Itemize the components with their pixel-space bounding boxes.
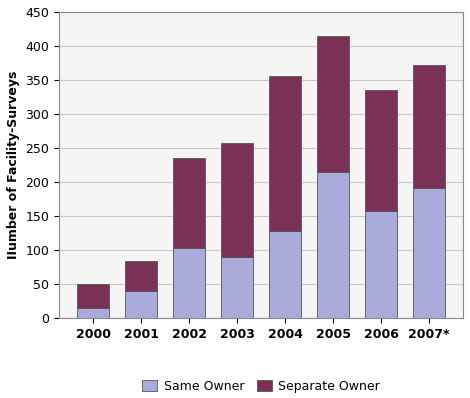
Bar (269, 76, 301, 231)
Bar (173, 248, 204, 318)
Bar (366, 90, 397, 211)
Bar (269, 231, 301, 318)
Bar (366, 211, 397, 318)
Bar (414, 187, 445, 318)
Y-axis label: IIumber of Facility-Surveys: IIumber of Facility-Surveys (7, 71, 20, 259)
Bar (221, 257, 253, 318)
Bar (78, 284, 109, 308)
Bar (173, 158, 204, 248)
Bar (414, 65, 445, 187)
Bar (317, 36, 349, 172)
Legend: Same Owner, Separate Owner: Same Owner, Separate Owner (137, 375, 385, 398)
Bar (221, 143, 253, 257)
Bar (125, 261, 157, 291)
Bar (125, 291, 157, 318)
Bar (317, 172, 349, 318)
Bar (78, 308, 109, 318)
